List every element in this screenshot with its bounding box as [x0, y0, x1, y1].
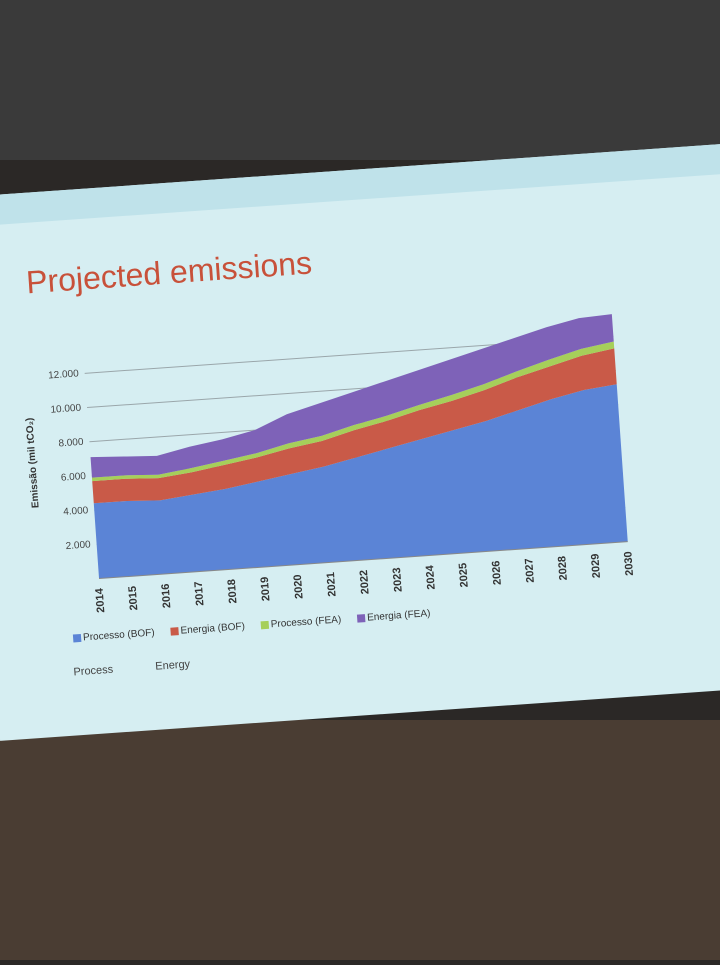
legend-label: Energia (BOF) — [180, 621, 245, 636]
legend-swatch — [356, 614, 366, 623]
x-tick-label: 2024 — [424, 564, 438, 590]
x-tick-label: 2027 — [523, 558, 537, 583]
area — [93, 384, 628, 579]
x-axis — [98, 541, 628, 580]
x-tick-label: 2025 — [457, 562, 471, 587]
y-tick-label: 6.000 — [61, 471, 87, 484]
area — [92, 348, 617, 504]
x-tick-label: 2026 — [490, 560, 504, 585]
legend-label: Processo (BOF) — [83, 627, 155, 643]
wall — [0, 720, 720, 960]
legend-swatch — [260, 620, 270, 630]
legend-swatch — [72, 633, 82, 643]
x-tick-label: 2014 — [94, 587, 108, 613]
y-tick-label: 4.000 — [63, 505, 89, 518]
legend-label: Processo (FEA) — [270, 614, 341, 630]
x-tick-label: 2019 — [259, 576, 273, 601]
area — [90, 314, 614, 478]
slide-group: Projected emissions 2.0004.0006.0008.000… — [0, 144, 720, 741]
note: Process — [73, 664, 114, 679]
y-tick-label: 12.000 — [48, 368, 80, 381]
x-tick-label: 2021 — [325, 572, 339, 597]
x-tick-label: 2016 — [160, 583, 174, 608]
note: Energy — [155, 658, 191, 672]
x-tick-label: 2030 — [622, 551, 636, 576]
x-tick-label: 2017 — [193, 581, 207, 606]
legend-label: Energia (FEA) — [367, 608, 431, 623]
x-tick-label: 2023 — [391, 567, 405, 592]
x-tick-label: 2018 — [226, 579, 240, 604]
chart: 2.0004.0006.0008.00010.00012.000Emissão … — [24, 314, 636, 679]
y-tick-label: 10.000 — [50, 403, 82, 416]
y-tick-label: 8.000 — [58, 437, 84, 450]
legend-swatch — [170, 627, 179, 636]
slide-band — [0, 144, 720, 228]
ceiling — [0, 0, 720, 160]
x-tick-label: 2028 — [556, 556, 570, 581]
x-tick-label: 2015 — [127, 586, 141, 611]
y-tick-label: 2.000 — [65, 539, 91, 552]
x-tick-label: 2020 — [292, 574, 306, 599]
x-tick-label: 2029 — [589, 553, 603, 578]
x-tick-label: 2022 — [358, 569, 372, 594]
area — [91, 341, 615, 482]
